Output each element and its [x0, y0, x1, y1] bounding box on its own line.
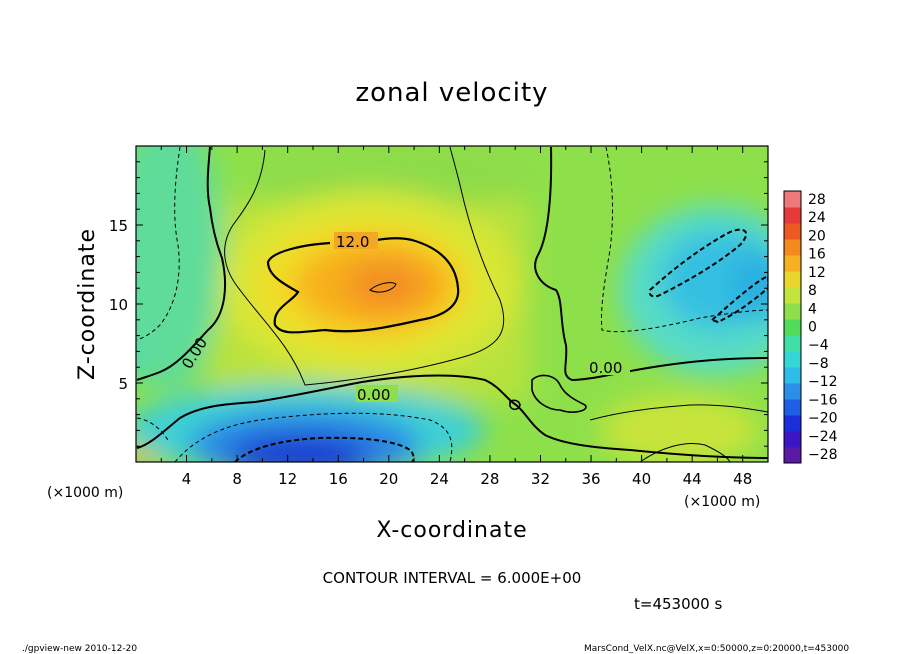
x-axis-title: X-coordinate [376, 518, 527, 543]
contour-0-left [136, 146, 227, 381]
contours [136, 146, 768, 462]
colorbar-label: 4 [808, 301, 817, 317]
colorbar-label: 16 [808, 247, 826, 263]
colorbar-swatch [784, 351, 801, 368]
x-tick-label: 20 [379, 470, 398, 488]
x-ticks: 4 8 12 16 20 24 28 32 36 40 44 48 [135, 146, 769, 488]
colorbar-label: −20 [808, 411, 838, 427]
contour-neg6-ll [136, 417, 169, 441]
contour-0-right [534, 146, 768, 382]
contour-12 [266, 237, 460, 334]
colorbar-swatch [784, 287, 801, 304]
footer-left: ./gpview-new 2010-12-20 [22, 644, 137, 654]
contour-neg12-right2 [710, 274, 768, 324]
colorbar [783, 190, 802, 464]
y-tick-label: 5 [118, 375, 128, 393]
colorbar-frame [783, 190, 802, 464]
colorbar-swatch [784, 383, 801, 400]
colorbar-label: 8 [808, 283, 817, 299]
contour-0-mid [136, 374, 768, 459]
colorbar-swatch [784, 207, 801, 224]
x-tick-label: 40 [632, 470, 651, 488]
contour-label-12: 12.0 [336, 233, 369, 251]
y-tick-label: 15 [109, 217, 128, 235]
field-bottom-left-orange [136, 450, 158, 462]
contour-label-0-mid: 0.00 [357, 386, 390, 404]
colorbar-swatch [784, 447, 801, 464]
contour-neg6-bottom [174, 412, 453, 462]
contour-neg6-right [601, 146, 768, 333]
x-tick-label: 12 [278, 470, 297, 488]
contour-interval: CONTOUR INTERVAL = 6.000E+00 [323, 569, 582, 587]
colorbar-swatch [784, 191, 801, 208]
colorbar-label: −8 [808, 356, 829, 372]
x-tick-label: 36 [581, 470, 600, 488]
field-top-mid [255, 146, 535, 210]
colorbar-swatch [784, 255, 801, 272]
colorbar-label: −16 [808, 392, 838, 408]
field-bottom-deep-blue [230, 434, 370, 462]
contour-6-bottom [589, 404, 768, 421]
x-tick-label: 16 [329, 470, 348, 488]
x-unit-right: (×1000 m) [684, 494, 760, 510]
x-unit-left: (×1000 m) [47, 485, 123, 501]
field-dark-orange [345, 260, 425, 310]
x-tick-label: 8 [232, 470, 242, 488]
x-tick-label: 4 [182, 470, 192, 488]
x-tick-label: 48 [733, 470, 752, 488]
colorbar-swatch [784, 431, 801, 448]
colorbar-label: −12 [808, 374, 838, 390]
colorbar-swatch [784, 239, 801, 256]
y-axis-title: Z-coordinate [75, 228, 100, 380]
contour-6-bottom2 [639, 443, 731, 462]
contour-0-island2 [509, 399, 521, 411]
y-tick-label: 10 [109, 296, 128, 314]
contour-neg12-right [648, 228, 748, 298]
colorbar-label: 28 [808, 192, 826, 208]
colorbar-swatch [784, 415, 801, 432]
colorbar-swatch [784, 399, 801, 416]
colorbar-swatch [784, 319, 801, 336]
x-tick-label: 28 [480, 470, 499, 488]
x-tick-label: 32 [531, 470, 550, 488]
colorbar-label: −4 [808, 338, 829, 354]
contour-0-island [531, 374, 587, 413]
colorbar-label: −24 [808, 429, 838, 445]
contour-neg6-left [136, 146, 181, 341]
colorbar-label: −28 [808, 447, 838, 463]
contour-6 [224, 146, 505, 386]
y-ticks: 5 10 15 [109, 145, 768, 463]
contour-neg12-bottom [234, 436, 415, 462]
colorbar-swatch [784, 335, 801, 352]
x-tick-label: 24 [430, 470, 449, 488]
colorbar-label: 20 [808, 228, 826, 244]
colorbar-label: 12 [808, 265, 826, 281]
colorbar-label: 0 [808, 320, 817, 336]
colorbar-swatch [784, 223, 801, 240]
colorbar-labels: 28 24 20 16 12 8 4 0 −4 −8 −12 −16 −20 −24 −28 [808, 192, 838, 463]
contour-label-0-right: 0.00 [589, 359, 622, 377]
field-bottom-right-yellow [600, 395, 760, 462]
contour-labels: 12.0 0.00 0.00 0.00 [178, 232, 630, 404]
colorbar-swatch [784, 367, 801, 384]
colorbar-swatch [784, 303, 801, 320]
chart-title: zonal velocity [355, 78, 548, 108]
time-label: t=453000 s [634, 595, 722, 613]
colorbar-label: 24 [808, 210, 826, 226]
colorbar-swatch [784, 271, 801, 288]
footer-right: MarsCond_VelX.nc@VelX,x=0:50000,z=0:2000… [584, 644, 849, 654]
x-tick-label: 44 [683, 470, 702, 488]
plot-area: 12.0 0.00 0.00 0.00 [136, 146, 768, 462]
field-right-blue2 [730, 250, 768, 320]
contour-18 [369, 282, 397, 293]
